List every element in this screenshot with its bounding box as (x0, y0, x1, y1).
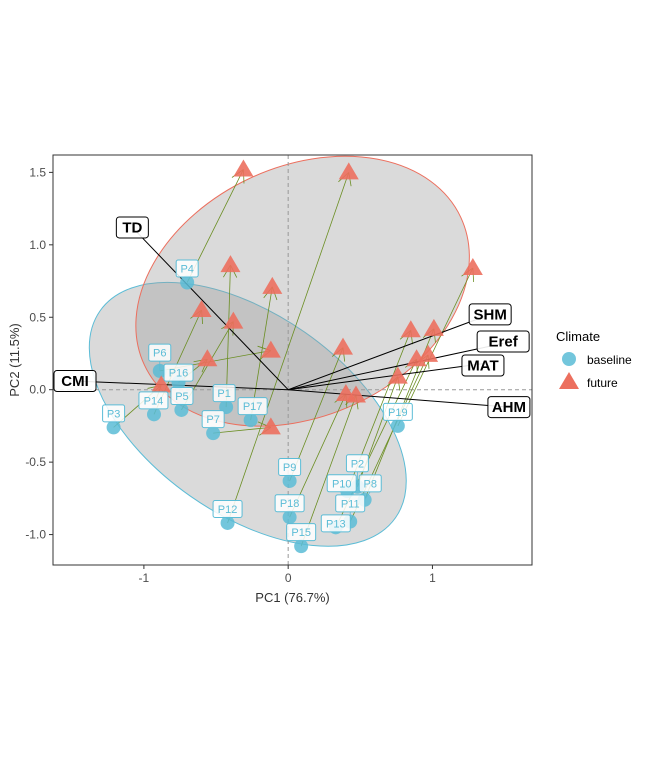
baseline-point (221, 516, 235, 530)
baseline-point (244, 413, 258, 427)
y-tick-label: 1.0 (29, 238, 46, 252)
baseline-point (283, 474, 297, 488)
loading-label: MAT (467, 357, 498, 374)
point-label: P4 (180, 263, 193, 275)
future-point (233, 159, 253, 176)
baseline-point (391, 419, 405, 433)
baseline-point (180, 275, 194, 289)
point-label: P5 (175, 391, 188, 403)
point-label: P9 (283, 462, 296, 474)
baseline-point (283, 510, 297, 524)
baseline-point (206, 426, 220, 440)
baseline-point (174, 403, 188, 417)
y-tick-label: 0.5 (29, 310, 46, 324)
point-label: P12 (218, 504, 238, 516)
loading-label: TD (122, 219, 142, 236)
legend-title: Climate (556, 329, 600, 344)
point-label: P17 (243, 401, 263, 413)
y-tick-label: 1.5 (29, 165, 46, 179)
y-axis-label: PC2 (11.5%) (7, 323, 22, 396)
point-label: P10 (332, 478, 352, 490)
legend-baseline-icon (562, 352, 576, 366)
x-tick-label: 1 (429, 571, 436, 585)
y-tick-label: -0.5 (25, 455, 46, 469)
baseline-point (294, 539, 308, 553)
legend-label-baseline: baseline (587, 353, 632, 367)
point-label: P1 (217, 388, 230, 400)
point-label: P14 (144, 395, 164, 407)
point-label: P13 (326, 518, 346, 530)
legend-future-icon (559, 372, 579, 389)
y-tick-label: 0.0 (29, 383, 46, 397)
point-label: P15 (291, 527, 311, 539)
legend-label-future: future (587, 376, 618, 390)
baseline-point (107, 420, 121, 434)
point-label: P11 (341, 498, 360, 510)
loading-label: AHM (492, 399, 526, 416)
point-label: P19 (388, 407, 408, 419)
point-label: P18 (280, 498, 300, 510)
point-label: P16 (169, 368, 189, 380)
x-axis-label: PC1 (76.7%) (255, 590, 329, 605)
x-tick-label: 0 (285, 571, 292, 585)
y-tick-label: -1.0 (25, 528, 46, 542)
loading-label: CMI (61, 373, 89, 390)
point-label: P8 (363, 478, 376, 490)
x-tick-label: -1 (139, 571, 150, 585)
loading-label: SHM (473, 306, 506, 323)
loading-label: Eref (489, 333, 519, 350)
baseline-point (147, 407, 161, 421)
point-label: P6 (153, 348, 166, 360)
point-label: P3 (107, 408, 120, 420)
point-label: P7 (206, 414, 219, 426)
point-label: P2 (351, 458, 364, 470)
